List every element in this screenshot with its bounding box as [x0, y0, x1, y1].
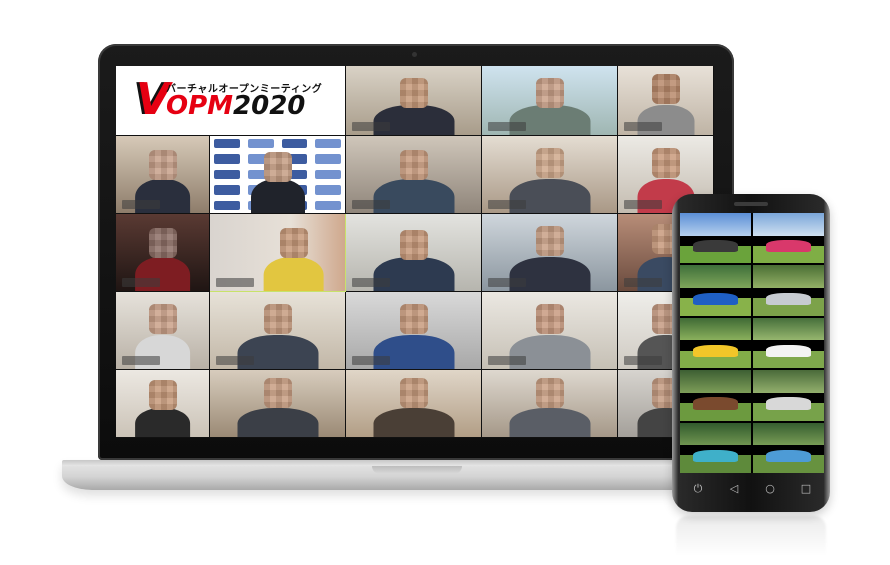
participant-tile[interactable] [346, 66, 482, 136]
laptop-hinge [62, 460, 770, 466]
participant-tile-active-speaker[interactable] [210, 214, 346, 292]
car-photo[interactable] [680, 265, 751, 316]
car-photo-gallery [680, 213, 824, 473]
recent-icon[interactable]: □ [800, 482, 812, 495]
participant-tile[interactable] [482, 292, 618, 370]
car-photo[interactable] [680, 317, 751, 369]
participant-tile[interactable] [210, 370, 346, 438]
webcam-icon [412, 52, 417, 57]
participant-grid: V バーチャルオープンミーティング OPM2020 [116, 66, 714, 438]
phone-reflection [676, 516, 826, 556]
participant-tile[interactable] [116, 136, 210, 214]
participant-tile[interactable] [482, 66, 618, 136]
participant-tile[interactable] [116, 292, 210, 370]
participant-tile[interactable] [346, 292, 482, 370]
participant-tile[interactable] [482, 370, 618, 438]
back-icon[interactable]: ◁ [729, 482, 739, 495]
phone-navigation-bar: ⏻ ◁ ○ □ [680, 474, 824, 504]
car-photo[interactable] [753, 422, 824, 473]
logo-initial: V [136, 74, 171, 125]
logo-subtitle: バーチャルオープンミーティング [166, 84, 323, 95]
participant-tile[interactable] [116, 370, 210, 438]
phone-speaker-icon [734, 202, 768, 206]
home-icon[interactable]: ○ [765, 482, 775, 495]
car-photo[interactable] [753, 317, 824, 369]
participant-tile[interactable] [346, 214, 482, 292]
power-icon[interactable]: ⏻ [693, 482, 703, 495]
video-conference-screen: V バーチャルオープンミーティング OPM2020 [116, 66, 714, 438]
car-photo[interactable] [680, 370, 751, 421]
participant-tile[interactable] [346, 136, 482, 214]
participant-tile[interactable] [116, 214, 210, 292]
logo-title: OPM2020 [166, 91, 306, 121]
participant-tile[interactable] [346, 370, 482, 438]
car-photo[interactable] [753, 265, 824, 316]
participant-tile[interactable] [618, 66, 714, 136]
participant-tile[interactable] [210, 292, 346, 370]
laptop-open-notch [372, 466, 462, 474]
car-photo[interactable] [680, 422, 751, 473]
participant-tile[interactable] [482, 214, 618, 292]
participant-tile[interactable] [210, 136, 346, 214]
car-photo[interactable] [753, 213, 824, 264]
participant-tile[interactable] [482, 136, 618, 214]
car-photo[interactable] [753, 370, 824, 421]
event-logo: V バーチャルオープンミーティング OPM2020 [116, 66, 346, 136]
car-photo[interactable] [680, 213, 751, 264]
